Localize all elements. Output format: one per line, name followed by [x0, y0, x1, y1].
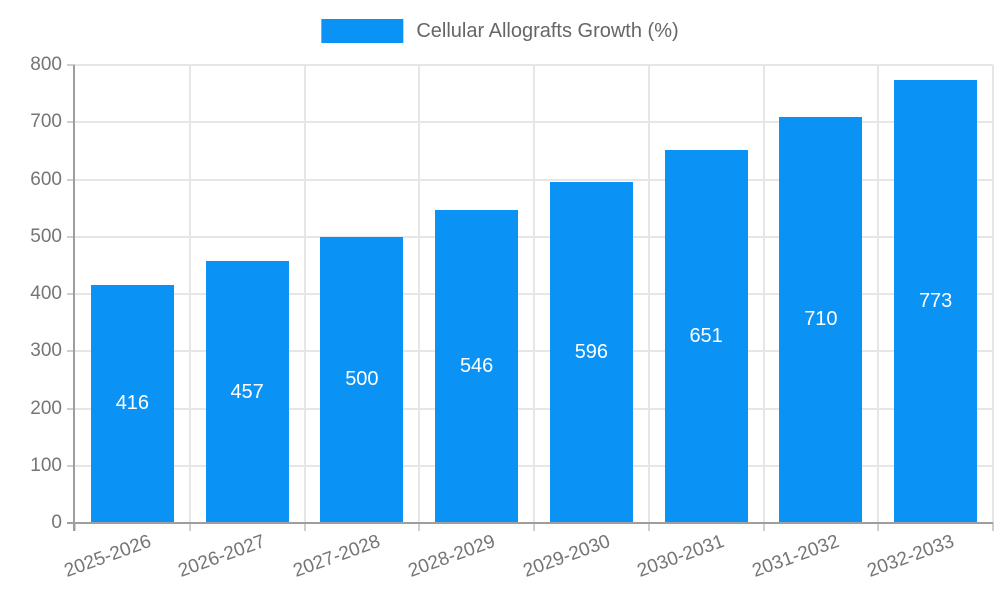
x-tick-label: 2025-2026 [60, 531, 154, 582]
x-gridline [188, 65, 191, 523]
x-gridline [877, 65, 880, 523]
bar[interactable]: 596 [549, 181, 633, 523]
bar[interactable]: 500 [320, 236, 404, 523]
y-tick-label: 100 [30, 454, 62, 476]
y-axis-tick [67, 235, 75, 238]
x-gridline [762, 65, 765, 523]
legend-label: Cellular Allografts Growth (%) [416, 19, 679, 42]
x-tick-label: 2026-2027 [175, 531, 269, 582]
x-gridline [303, 65, 306, 523]
bar-value-label: 416 [115, 392, 150, 415]
bar[interactable]: 651 [664, 150, 748, 523]
y-tick-label: 700 [30, 111, 62, 133]
x-axis-tick [533, 523, 535, 531]
y-tick-label: 500 [30, 225, 62, 247]
bar[interactable]: 416 [90, 284, 174, 523]
x-axis-tick [992, 523, 994, 531]
bar-value-label: 651 [689, 325, 723, 348]
x-axis-tick [303, 523, 306, 531]
bar-value-label: 500 [345, 368, 379, 391]
y-axis-tick [67, 293, 75, 295]
y-axis-tick [67, 407, 75, 410]
y-tick-label: 600 [30, 168, 62, 190]
y-axis-tick [67, 178, 75, 181]
bar[interactable]: 773 [894, 80, 978, 523]
x-gridline [992, 65, 994, 523]
bar[interactable]: 710 [779, 116, 863, 523]
y-tick-label: 200 [30, 397, 62, 419]
y-axis-tick [67, 464, 75, 467]
y-axis-tick [67, 350, 75, 353]
x-tick-label: 2027-2028 [290, 531, 384, 582]
x-gridline [418, 65, 421, 523]
x-gridline [533, 65, 535, 523]
bar-value-label: 596 [574, 340, 609, 363]
x-axis-tick [74, 523, 76, 531]
x-axis-tick [188, 523, 191, 531]
x-axis-tick [762, 523, 765, 531]
x-tick-label: 2031-2032 [749, 531, 843, 582]
x-gridline [647, 65, 650, 523]
y-tick-label: 400 [30, 283, 62, 304]
bar-value-label: 457 [230, 380, 264, 403]
legend-swatch [321, 19, 404, 43]
y-tick-label: 800 [30, 54, 62, 75]
bar-value-label: 773 [918, 290, 953, 313]
x-tick-label: 2030-2031 [634, 531, 728, 582]
x-tick-label: 2032-2033 [864, 531, 957, 582]
y-axis-tick [67, 121, 75, 124]
y-axis-tick [67, 64, 75, 66]
x-axis-tick [877, 523, 880, 531]
x-tick-label: 2029-2030 [519, 531, 613, 582]
x-tick-label: 2028-2029 [405, 531, 498, 582]
x-axis-tick [647, 523, 650, 531]
x-axis-tick [418, 523, 421, 531]
bar-value-label: 546 [459, 355, 494, 378]
bar[interactable]: 546 [435, 210, 519, 523]
y-axis-line [73, 65, 75, 531]
x-axis-line [67, 522, 993, 524]
legend-item[interactable]: Cellular Allografts Growth (%) [321, 19, 679, 43]
bar-value-label: 710 [804, 308, 838, 331]
y-tick-label: 0 [51, 512, 62, 533]
y-tick-label: 300 [30, 340, 62, 362]
bar[interactable]: 457 [205, 261, 289, 523]
